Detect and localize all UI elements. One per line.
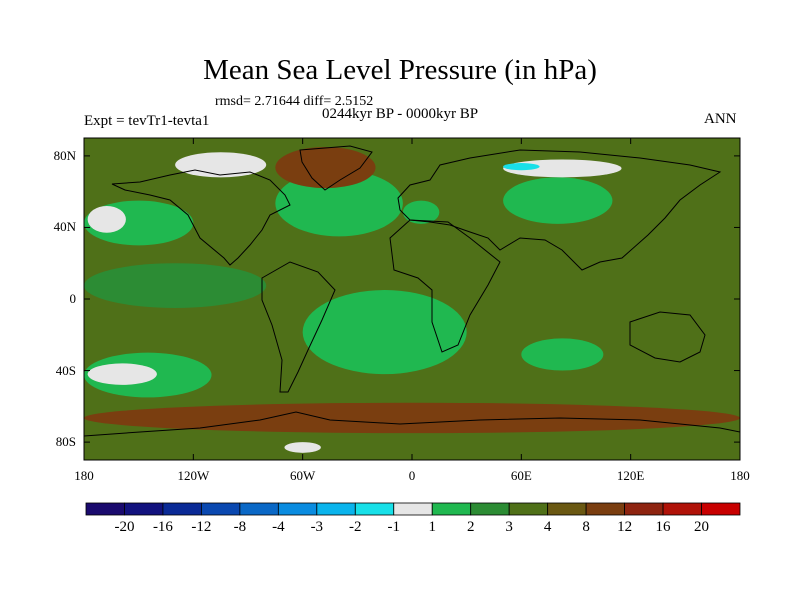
coast-antarctica [84,411,740,437]
coast-africa [389,219,501,353]
colorbar-level-label: 12 [617,519,633,535]
lon-tick-label: 120E [616,468,645,483]
coastlines [84,145,740,437]
lat-tick-label: 40S [55,362,76,378]
experiment-label: Expt = tevTr1-tevta1 [84,113,210,129]
colorbar-level-label: -3 [310,519,324,535]
colorbar-level-label: -4 [272,519,285,535]
colorbar-box [277,502,318,516]
field-region-south-atlantic [302,290,467,375]
colorbar-box [431,502,472,516]
colorbar-box [354,502,395,516]
coast-greenland [299,145,373,191]
lon-tick-label: 0 [408,468,416,483]
field-region-arctic-cyan [503,163,540,171]
lon-tick-label: 60W [290,468,316,483]
colorbar-box [508,502,549,516]
colorbar-level-label: -12 [191,519,212,535]
colorbar-box [701,502,741,516]
field-region-greenland-high [275,146,376,189]
axis-ticks [83,138,741,460]
field-region-north-pacific-core [87,205,126,233]
colorbar-box [585,502,625,516]
colorbar-level-label: -2 [349,519,362,535]
coast-south-america [261,261,336,393]
lat-tick-label: 80S [55,434,76,450]
colorbar-box [624,502,664,516]
lon-tick-label: 60E [510,468,532,483]
coast-eurasia [397,149,722,271]
lon-tick-label: 120W [177,468,210,483]
colorbar-box [162,502,202,516]
colorbar-box [124,502,164,516]
colorbar-level-label: 8 [582,519,590,535]
colorbar-level-label: 1 [428,519,436,535]
colorbar-box [470,502,510,516]
colorbar-box [662,502,702,516]
colorbar-box [239,502,279,516]
colorbar-level-label: 20 [694,519,710,535]
colorbar-box [85,502,125,516]
chart-title: Mean Sea Level Pressure (in hPa) [203,54,597,86]
stats-text: rmsd= 2.71644 diff= 2.5152 [215,94,374,109]
field-region-south-pacific-core [87,363,157,385]
pressure-field [84,138,740,460]
lat-tick-label: 80N [53,147,76,163]
colorbar-level-label: 3 [505,519,513,535]
colorbar-level-label: -16 [152,519,173,535]
lon-tick-label: 180 [730,468,750,483]
field-region-east-pacific-tropics [84,263,267,308]
field-region-antarctic-coast [284,442,321,453]
lat-tick-label: 40N [53,219,76,235]
colorbar-level-label: 16 [655,519,671,535]
colorbar-box [547,502,587,516]
coast-australia [629,311,706,363]
field-region-north-atlantic [275,170,403,237]
colorbar-level-label: -1 [387,519,401,535]
field-region-southern-ocean [84,402,740,434]
colorbar [85,502,741,516]
season-label: ANN [704,111,737,127]
lat-tick-label: 0 [69,291,77,306]
lon-tick-label: 180 [74,468,94,483]
colorbar-level-label: 4 [543,519,552,535]
period-text: 0244kyr BP - 0000kyr BP [322,106,479,122]
field-region-arctic-canada [175,152,267,178]
colorbar-level-label: -20 [114,519,135,535]
coast-north-america [111,169,291,266]
colorbar-level-label: 2 [466,519,475,535]
field-region-siberia [503,177,613,224]
colorbar-box [201,502,241,516]
field-region-west-europe [402,200,440,224]
colorbar-box [393,502,433,516]
colorbar-box [316,502,356,516]
field-region-indian-ocean [521,338,604,371]
colorbar-level-label: -8 [233,519,247,535]
